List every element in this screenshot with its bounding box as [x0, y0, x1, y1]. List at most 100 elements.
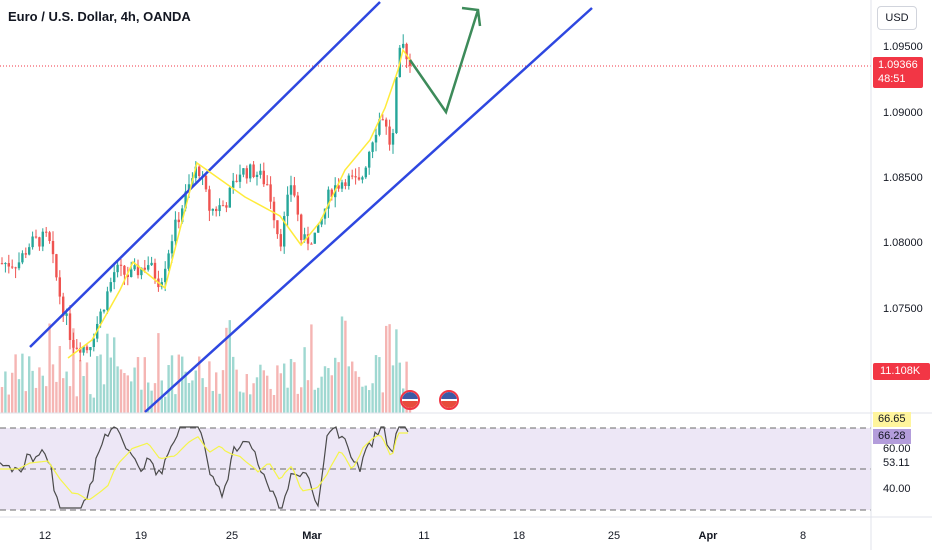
candle-body [310, 243, 313, 245]
current-price-label: 1.09366 48:51 [873, 57, 923, 88]
price-tick: 1.08500 [883, 172, 923, 184]
volume-bar [194, 370, 197, 413]
rsi-tick: 60.00 [883, 443, 911, 455]
volume-bar [364, 385, 367, 413]
volume-bar [126, 375, 129, 413]
candle-body [252, 164, 255, 177]
volume-bar [4, 371, 7, 413]
volume-bar [48, 323, 51, 413]
candle-body [347, 175, 350, 187]
candle-body [215, 208, 218, 212]
candle-body [143, 267, 146, 270]
candle-body [62, 296, 65, 316]
time-tick: 12 [38, 530, 52, 542]
candle-body [72, 340, 75, 348]
current-price-value: 1.09366 [878, 59, 918, 71]
candle-body [130, 269, 133, 277]
candle-body [58, 277, 61, 297]
candle-body [337, 185, 340, 189]
volume-bar [354, 371, 357, 413]
volume-bar [41, 375, 44, 413]
volume-bar [38, 367, 41, 413]
volume-bar [187, 382, 191, 413]
volume-bar [388, 324, 391, 413]
volume-bar [252, 383, 255, 413]
volume-bar [215, 372, 218, 413]
volume-bar [11, 372, 14, 413]
volume-bar [235, 369, 238, 413]
candle-body [170, 241, 174, 254]
candle-body [266, 184, 269, 186]
volume-bar [85, 362, 89, 413]
volume-bar [259, 364, 262, 413]
candle-body [296, 195, 299, 215]
candle-body [150, 262, 153, 266]
candle-body [402, 43, 405, 48]
volume-bar [106, 333, 109, 413]
candle-body [181, 208, 184, 223]
candle-body [113, 272, 116, 283]
candle-body [269, 184, 272, 202]
us-flag-event-icon[interactable] [439, 390, 459, 410]
volume-bar [0, 387, 4, 413]
candle-body [323, 208, 327, 219]
candle-body [405, 43, 408, 60]
candle-body [255, 174, 259, 177]
candle-body [262, 170, 265, 185]
candle-body [303, 234, 306, 241]
time-tick: 19 [134, 530, 148, 542]
volume-bar [249, 394, 252, 413]
volume-bar [119, 369, 123, 413]
candle-body [395, 77, 398, 134]
candle-body [306, 234, 310, 244]
volume-bar [68, 386, 72, 413]
candle-body [14, 267, 17, 269]
time-tick: 11 [418, 530, 430, 542]
volume-bar [143, 357, 146, 413]
candle-body [283, 216, 286, 247]
candle-body [45, 231, 48, 233]
volume-bar [204, 387, 208, 413]
volume-bar [109, 357, 112, 413]
volume-bar [170, 355, 174, 413]
volume-bar [96, 356, 99, 413]
us-flag-event-icon[interactable] [400, 390, 420, 410]
volume-bar [398, 362, 401, 413]
volume-bar [191, 380, 194, 413]
currency-button[interactable]: USD [877, 6, 917, 30]
rsi-ma-line [0, 432, 408, 501]
volume-bar [279, 373, 282, 413]
candle-body [320, 218, 323, 225]
volume-bar [55, 381, 58, 413]
candle-body [102, 309, 106, 312]
volume-bar [323, 366, 327, 413]
volume-bar [92, 397, 95, 413]
symbol-title[interactable]: Euro / U.S. Dollar, 4h, OANDA [8, 9, 191, 24]
volume-bar [208, 361, 211, 413]
candle-body [164, 268, 167, 283]
volume-bar [255, 377, 259, 413]
candle-body [259, 170, 262, 175]
candle-body [21, 253, 24, 263]
volume-bar [174, 394, 177, 413]
projection-arrowhead [461, 6, 482, 27]
time-tick: Mar [302, 530, 322, 542]
volume-bar [89, 394, 92, 413]
volume-bar [31, 370, 34, 413]
volume-bar [313, 389, 316, 413]
candle-body [126, 274, 129, 277]
candle-body [327, 189, 330, 209]
candle-body [116, 264, 119, 273]
volume-bar [269, 388, 272, 413]
volume-bar [140, 389, 143, 413]
volume-bar [317, 387, 320, 413]
candle-body [89, 347, 92, 351]
volume-bar [330, 375, 333, 413]
candle-body [221, 205, 225, 207]
rsi-tick: 53.11 [883, 457, 910, 469]
volume-bar [320, 376, 323, 413]
time-tick: 25 [225, 530, 239, 542]
candle-body [11, 266, 14, 268]
volume-bar [242, 392, 245, 413]
